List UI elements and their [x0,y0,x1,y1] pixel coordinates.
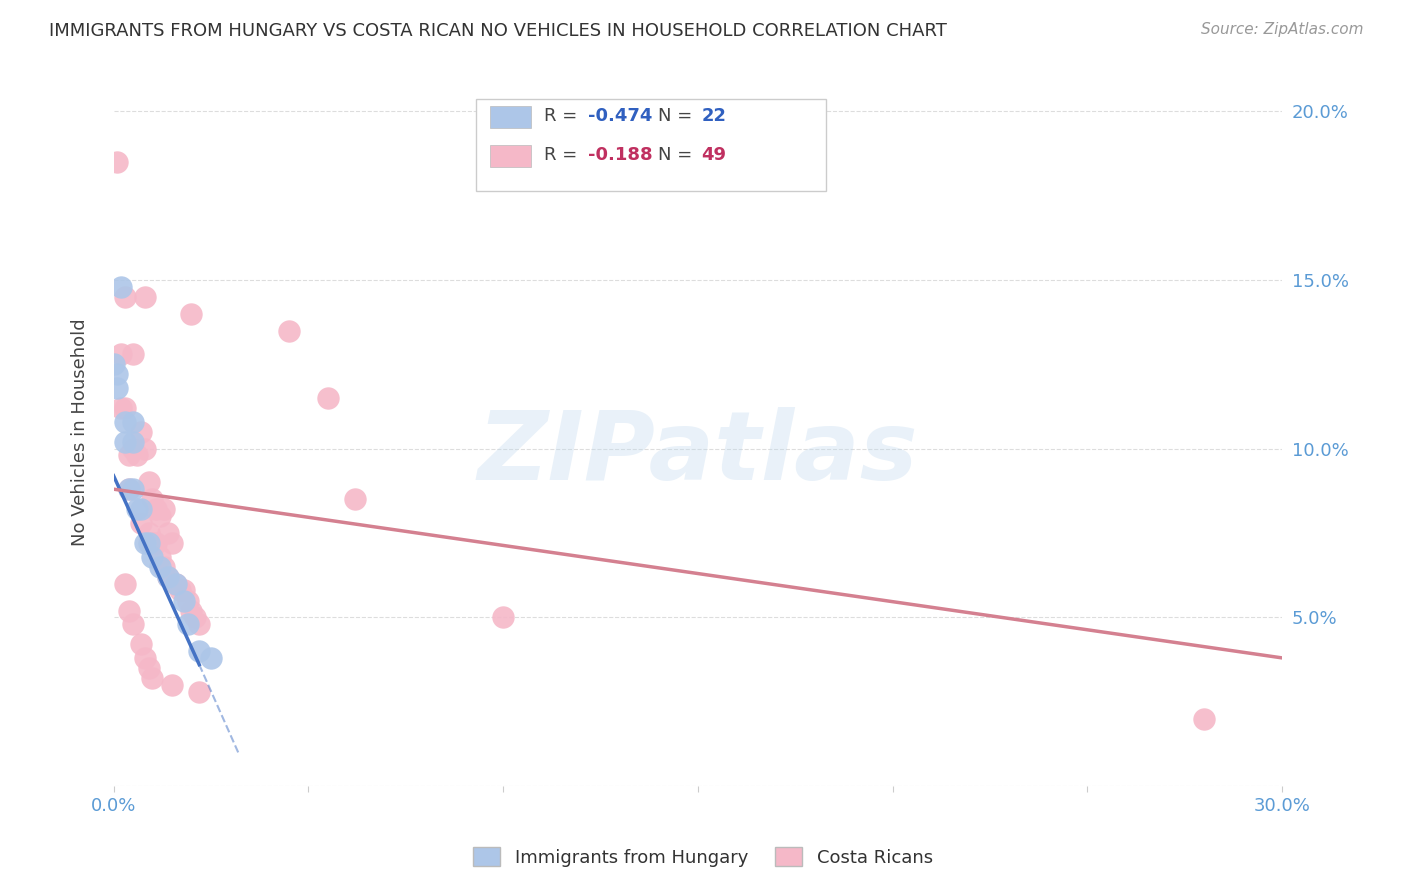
Point [122,617,145,632]
Point [134,442,156,456]
Text: ZIPatlas: ZIPatlas [478,407,918,500]
Point [176,617,198,632]
Point [122,415,145,429]
Text: N =: N = [658,146,699,164]
Point [129,637,152,651]
Text: 22: 22 [702,107,727,126]
Text: Source: ZipAtlas.com: Source: ZipAtlas.com [1201,22,1364,37]
Point [141,492,163,507]
Point [118,482,141,496]
Point [277,324,299,338]
Point [141,549,163,564]
Text: R =: R = [544,107,582,126]
Point [316,391,339,405]
Point [114,434,136,449]
FancyBboxPatch shape [475,99,827,191]
Point [129,502,152,516]
Point [200,651,222,665]
Point [125,502,148,516]
Point [141,536,163,550]
Point [107,381,129,395]
Point [492,610,515,624]
Point [173,593,195,607]
Point [149,549,172,564]
Point [160,678,183,692]
Point [165,576,187,591]
Point [138,536,160,550]
Point [134,651,156,665]
Point [122,482,145,496]
Point [145,502,167,516]
Point [180,604,202,618]
Point [184,610,207,624]
Text: R =: R = [544,146,582,164]
Text: -0.474: -0.474 [588,107,652,126]
Point [107,368,129,382]
Point [118,482,141,496]
Point [188,684,211,698]
Point [110,347,132,361]
Point [129,425,152,439]
Point [138,661,160,675]
Point [134,290,156,304]
Point [1192,712,1215,726]
Point [122,434,145,449]
Point [110,279,132,293]
Point [173,583,195,598]
Point [180,307,202,321]
FancyBboxPatch shape [489,106,530,128]
Point [149,559,172,574]
Point [107,154,129,169]
Point [114,576,136,591]
Point [165,576,187,591]
Point [129,516,152,530]
Text: -0.188: -0.188 [588,146,652,164]
Point [188,644,211,658]
FancyBboxPatch shape [489,145,530,167]
Point [145,536,167,550]
Point [157,570,180,584]
Point [138,475,160,490]
Point [134,536,156,550]
Text: 49: 49 [702,146,727,164]
Point [118,604,141,618]
Point [110,401,132,416]
Y-axis label: No Vehicles in Household: No Vehicles in Household [72,318,89,546]
Point [344,492,367,507]
Point [160,536,183,550]
Point [114,401,136,416]
Point [153,502,176,516]
Point [149,509,172,524]
Point [103,357,125,371]
Point [122,442,145,456]
Point [157,570,180,584]
Point [157,526,180,541]
Point [188,617,211,632]
Point [118,449,141,463]
Point [138,526,160,541]
Point [114,415,136,429]
Point [169,583,191,598]
Legend: Immigrants from Hungary, Costa Ricans: Immigrants from Hungary, Costa Ricans [465,840,941,874]
Point [125,449,148,463]
Point [141,671,163,685]
Point [153,559,176,574]
Point [176,593,198,607]
Point [114,290,136,304]
Point [122,347,145,361]
Text: IMMIGRANTS FROM HUNGARY VS COSTA RICAN NO VEHICLES IN HOUSEHOLD CORRELATION CHAR: IMMIGRANTS FROM HUNGARY VS COSTA RICAN N… [49,22,948,40]
Text: N =: N = [658,107,699,126]
